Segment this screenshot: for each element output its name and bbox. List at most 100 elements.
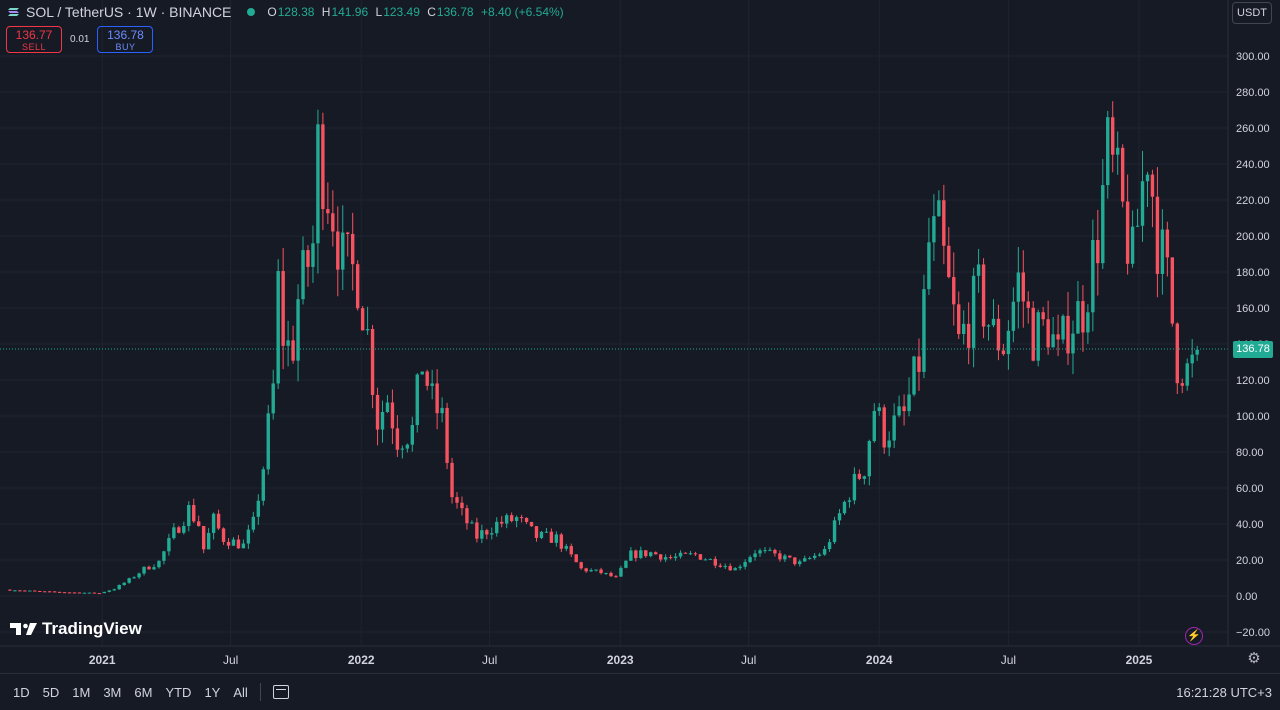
candle bbox=[380, 400, 385, 443]
candle bbox=[514, 515, 519, 528]
candle bbox=[574, 554, 578, 563]
y-axis-tick-label: 160.00 bbox=[1236, 303, 1270, 315]
candle bbox=[415, 373, 419, 433]
candle bbox=[92, 592, 97, 594]
candle bbox=[981, 258, 986, 339]
candle bbox=[733, 567, 737, 571]
clock[interactable]: 16:21:28 UTC+3 bbox=[1176, 684, 1272, 700]
calendar-icon[interactable] bbox=[272, 685, 289, 699]
candle bbox=[410, 416, 415, 452]
candle bbox=[132, 576, 136, 579]
y-axis-tick-label: 20.00 bbox=[1236, 555, 1264, 567]
range-all[interactable]: All bbox=[233, 684, 248, 700]
candle bbox=[947, 227, 951, 279]
candle bbox=[529, 521, 534, 527]
candle bbox=[251, 511, 256, 533]
candle bbox=[1021, 250, 1025, 328]
candle bbox=[1001, 343, 1006, 356]
high-value: 141.96 bbox=[331, 5, 369, 19]
candle bbox=[907, 377, 911, 417]
candle bbox=[390, 389, 395, 445]
candle bbox=[350, 212, 355, 291]
candle bbox=[862, 475, 867, 485]
candle bbox=[1190, 339, 1194, 378]
candle bbox=[619, 565, 623, 577]
candle bbox=[1106, 110, 1110, 199]
x-axis-tick-label: Jul bbox=[1001, 653, 1016, 667]
symbol-title[interactable]: SOL / TetherUS · 1W · BINANCE bbox=[26, 4, 232, 20]
candle bbox=[932, 194, 936, 261]
candle bbox=[500, 516, 504, 528]
candle bbox=[236, 535, 241, 549]
tradingview-logo-icon bbox=[10, 623, 37, 635]
candle bbox=[67, 592, 72, 594]
candle bbox=[534, 526, 539, 542]
candle bbox=[942, 184, 946, 265]
y-axis-tick-label: 100.00 bbox=[1236, 411, 1270, 423]
candle bbox=[370, 324, 375, 409]
candle bbox=[718, 563, 722, 568]
range-ytd[interactable]: YTD bbox=[165, 684, 192, 700]
x-axis-tick-label: 2021 bbox=[89, 653, 116, 667]
y-axis-tick-label: 60.00 bbox=[1236, 483, 1264, 495]
range-1m[interactable]: 1M bbox=[72, 684, 91, 700]
candle bbox=[966, 302, 971, 365]
candle bbox=[604, 572, 608, 575]
candle bbox=[360, 306, 365, 331]
candle bbox=[1091, 219, 1095, 332]
candle bbox=[420, 371, 424, 375]
candle bbox=[812, 553, 817, 560]
toolbar-divider bbox=[259, 683, 261, 701]
candle bbox=[1135, 208, 1140, 228]
candle bbox=[1111, 101, 1115, 173]
x-axis-tick-label: Jul bbox=[741, 653, 756, 667]
candle bbox=[832, 516, 837, 545]
candle bbox=[1165, 221, 1170, 277]
candle bbox=[614, 574, 618, 578]
candle bbox=[1051, 316, 1055, 348]
range-1y[interactable]: 1Y bbox=[204, 684, 221, 700]
market-open-icon bbox=[247, 8, 256, 16]
tradingview-watermark[interactable]: TradingView bbox=[10, 619, 142, 639]
candle bbox=[311, 225, 315, 283]
candle bbox=[1145, 171, 1150, 207]
candle bbox=[1096, 209, 1100, 296]
candle bbox=[355, 260, 360, 311]
candle bbox=[261, 466, 265, 506]
y-axis-tick-label: 0.00 bbox=[1236, 591, 1257, 603]
candle bbox=[271, 369, 275, 420]
candle bbox=[917, 338, 921, 391]
range-1d[interactable]: 1D bbox=[13, 684, 30, 700]
candle bbox=[728, 563, 732, 571]
candle bbox=[668, 554, 673, 560]
candle bbox=[693, 551, 698, 557]
range-3m[interactable]: 3M bbox=[103, 684, 122, 700]
candle bbox=[480, 524, 484, 544]
currency-selector[interactable]: USDT bbox=[1232, 2, 1272, 24]
candle bbox=[216, 509, 221, 531]
candle bbox=[524, 517, 529, 524]
y-axis-tick-label: 120.00 bbox=[1236, 375, 1270, 387]
y-axis-tick-label: 260.00 bbox=[1236, 123, 1270, 135]
candle bbox=[599, 567, 603, 575]
candle bbox=[1180, 378, 1184, 394]
candle bbox=[221, 527, 226, 545]
candle bbox=[986, 324, 991, 341]
range-6m[interactable]: 6M bbox=[134, 684, 153, 700]
candle bbox=[281, 247, 285, 370]
gear-icon[interactable]: ⚙ bbox=[1247, 650, 1261, 667]
solana-logo-icon bbox=[8, 8, 19, 16]
bottom-toolbar: 1D 5D 1M 3M 6M YTD 1Y All 16:21:28 UTC+3 bbox=[0, 673, 1280, 710]
range-5d[interactable]: 5D bbox=[42, 684, 60, 700]
candle bbox=[52, 591, 57, 593]
candle bbox=[629, 546, 633, 561]
buy-button[interactable]: 136.78 BUY bbox=[97, 26, 154, 53]
candle bbox=[569, 543, 573, 557]
x-axis-tick-label: Jul bbox=[482, 653, 497, 667]
candle bbox=[688, 550, 693, 555]
sell-button[interactable]: 136.77 SELL bbox=[6, 26, 62, 53]
candle bbox=[1175, 322, 1179, 395]
candle bbox=[649, 551, 653, 558]
candle bbox=[62, 592, 67, 594]
lightning-icon[interactable]: ⚡ bbox=[1185, 627, 1203, 645]
